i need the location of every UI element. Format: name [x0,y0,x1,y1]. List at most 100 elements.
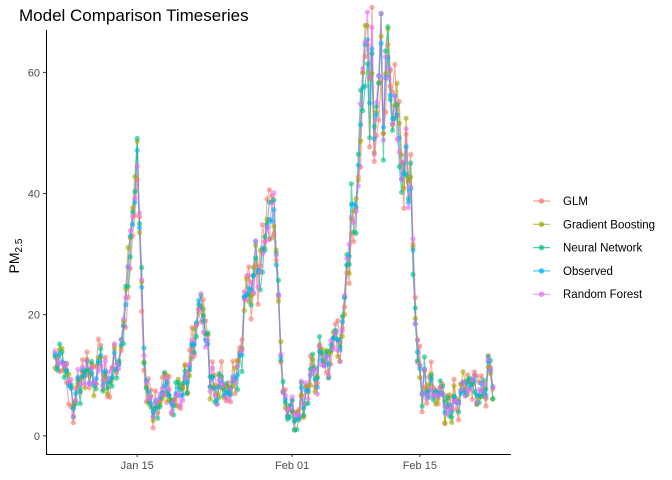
data-point [481,380,487,386]
data-point [120,316,127,322]
data-point [200,318,206,324]
data-point [419,391,425,398]
data-point [307,382,313,388]
data-point [358,101,364,107]
data-point [396,164,402,170]
data-point [328,338,334,344]
data-point [316,343,323,349]
data-point [168,409,174,415]
data-point [139,265,145,271]
data-point [339,319,345,325]
data-point [301,401,307,407]
data-point [487,367,494,373]
data-point [346,280,352,286]
data-point [373,103,380,110]
data-point [449,414,455,420]
data-point [369,24,375,30]
data-point [383,71,389,77]
data-point [296,412,302,418]
data-point [241,307,247,314]
data-point [403,126,409,132]
data-point [330,346,336,352]
data-point [371,124,377,130]
data-point [132,174,138,180]
data-point [469,396,475,402]
data-point [209,365,215,371]
data-point [200,296,206,302]
data-point [241,289,247,295]
data-point [79,357,86,363]
data-point [414,337,421,343]
data-point [426,382,432,388]
data-point [150,409,156,415]
data-point [414,358,421,364]
data-point [248,316,254,322]
data-point [456,417,462,423]
data-point [187,361,193,367]
data-point [180,392,186,398]
data-point [68,376,74,382]
legend-label: Random Forest [563,289,643,301]
data-point [380,157,386,163]
data-point [98,352,104,359]
data-point [234,358,241,364]
data-point [367,144,373,150]
data-point [136,230,143,236]
x-tick-label: Jan 15 [121,460,154,472]
data-point [57,341,63,347]
data-point [287,406,293,412]
data-point [123,301,129,308]
data-point [403,144,409,150]
data-point [70,420,76,426]
y-axis-title-subscript: 2.5 [14,238,25,252]
legend-label: GLM [563,196,588,208]
legend: GLM Gradient Boosting Neural Network Observ… [533,196,655,301]
data-point [234,372,241,378]
data-point [412,315,418,322]
x-tick-label: Feb 15 [403,460,437,472]
data-point [358,122,364,128]
data-point [98,346,104,352]
data-point [353,204,359,210]
data-point [200,312,206,318]
data-point [132,195,138,201]
data-point [200,329,206,335]
data-point [180,380,186,386]
data-point [371,151,377,157]
data-point [312,376,318,382]
data-point [396,149,402,155]
data-point [118,342,124,348]
data-point [109,383,115,389]
data-point [91,393,97,399]
data-point [159,385,165,392]
data-point [134,147,140,153]
data-point [408,174,414,180]
data-point [100,383,106,389]
data-point [282,393,288,399]
data-point [312,367,318,373]
data-point [305,388,311,394]
data-point [191,326,197,332]
data-point [273,262,279,268]
data-point [244,297,250,303]
data-point [328,342,334,348]
data-point [161,391,168,397]
x-axis-ticks: Jan 15 Feb 01 Feb 15 [121,454,437,472]
data-point [248,302,254,308]
data-point [193,333,199,340]
data-point [444,395,450,401]
data-point [250,273,256,279]
data-point [95,368,101,374]
data-point [364,9,370,15]
data-point [280,389,286,395]
data-point [193,322,199,328]
data-point [250,289,256,295]
data-point [184,390,190,396]
data-point [109,365,115,371]
data-point [253,238,259,244]
data-point [250,264,256,270]
legend-key-point [538,291,545,298]
data-point [109,374,115,380]
legend-key-point [538,198,545,204]
data-point [405,196,411,202]
